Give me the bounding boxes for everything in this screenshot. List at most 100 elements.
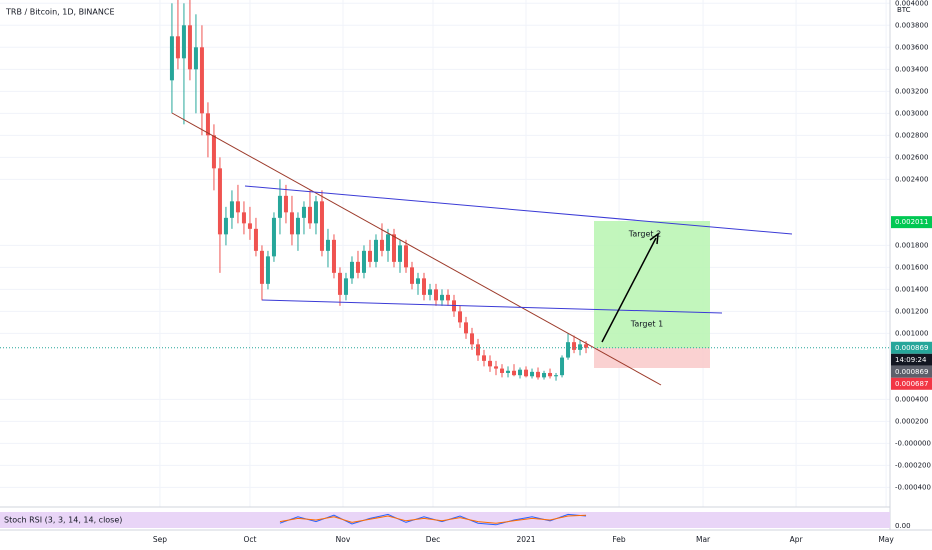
y-tick-label: 0.001400 [895,285,928,293]
candle-body [289,212,294,235]
candle-body [427,289,432,295]
candle-body [223,217,228,235]
candle-body [446,294,451,301]
candle-body [488,360,493,367]
x-tick-label: Dec [426,535,441,544]
candle-body [518,369,523,376]
candle-body [295,217,300,235]
x-tick-label: Nov [336,535,351,544]
candle-body [367,250,372,262]
candle-body [373,239,378,262]
price-tag-label: 14:09:24 [895,356,927,364]
candle-body [259,250,264,284]
x-tick-label: May [878,535,894,544]
candle-body [572,342,577,350]
candle-body [271,217,276,257]
candle-body [343,278,348,295]
indicator-line [279,514,587,524]
price-tag-label: 0.000687 [895,380,928,388]
indicator [279,513,587,526]
candle-body [349,261,354,279]
y-tick-label: 0.003200 [895,87,928,95]
candle-body [476,344,481,356]
axis-unit: BTC [897,6,911,14]
candle-body [548,372,553,377]
candle-body [470,333,475,345]
candle-body [415,278,420,284]
y-tick-label: -0.000400 [895,483,931,491]
candle-body [560,357,565,376]
indicator-axis-label: 0.00 [895,522,911,530]
candle-body [319,201,324,251]
price-tag-label: 0.000869 [895,344,928,352]
x-tick-label: Oct [243,535,256,544]
candle-body [391,234,396,262]
price-tag [891,216,932,229]
candle-body [199,47,204,114]
candle-body [500,368,505,373]
x-tick-label: 2021 [516,535,535,544]
candle-body [536,371,541,378]
target-zone [594,221,710,348]
candle-body [361,250,366,273]
price-tag [891,365,932,378]
y-tick-label: 0.000400 [895,395,928,403]
trend-line [171,112,662,386]
candle-body [187,25,192,70]
resistance-line [244,185,793,235]
candle-body [458,311,463,323]
y-tick-label: 0.001200 [895,307,928,315]
candle-body [578,344,583,350]
candle-body [433,289,438,301]
y-tick-label: 0.004000 [895,0,928,7]
candle-body [482,355,487,361]
candle-body [229,201,234,218]
y-tick-label: 0.000200 [895,417,928,425]
candle-body [337,272,342,295]
y-tick-label: -0.000200 [895,461,931,469]
support-line [261,299,723,314]
y-tick-label: 0.003400 [895,65,928,73]
candle-body [403,245,408,268]
candle-body [421,278,426,295]
candle-body [494,366,499,369]
arrow-head [649,232,659,245]
candle-body [331,239,336,273]
x-tick-label: Feb [612,535,626,544]
candle-body [554,375,559,377]
candle-body [181,25,186,59]
y-tick-label: 0.001600 [895,263,928,271]
price-tag [891,341,932,354]
candle-body [397,245,402,262]
y-tick-label: 0.003000 [895,109,928,117]
candle-body [385,234,390,251]
candle-body [175,36,180,59]
candle-body [211,135,216,169]
candle-body [409,267,414,284]
candle-body [542,372,547,378]
candle-body [301,206,306,218]
candle-body [241,212,246,224]
candle-body [325,239,330,251]
candle-body [379,239,384,251]
candle-body [265,256,270,284]
candle-body [247,223,252,229]
y-tick-label: 0.002400 [895,175,928,183]
price-tag-label: 0.000869 [895,368,928,376]
y-tick-label: 0.002800 [895,131,928,139]
y-tick-label: 0.003600 [895,43,928,51]
y-tick-label: 0.003800 [895,21,928,29]
candle-body [169,36,174,81]
candles [169,0,589,381]
candle-body [205,113,210,136]
price-tag [891,353,932,366]
candle-body [512,370,517,376]
x-tick-label: Mar [696,535,711,544]
x-tick-label: Apr [790,535,804,544]
candle-body [283,195,288,213]
y-tick-label: -0.000000 [895,439,931,447]
indicator-title: Stoch RSI (3, 3, 14, 14, close) [4,516,122,525]
candle-body [313,201,318,224]
